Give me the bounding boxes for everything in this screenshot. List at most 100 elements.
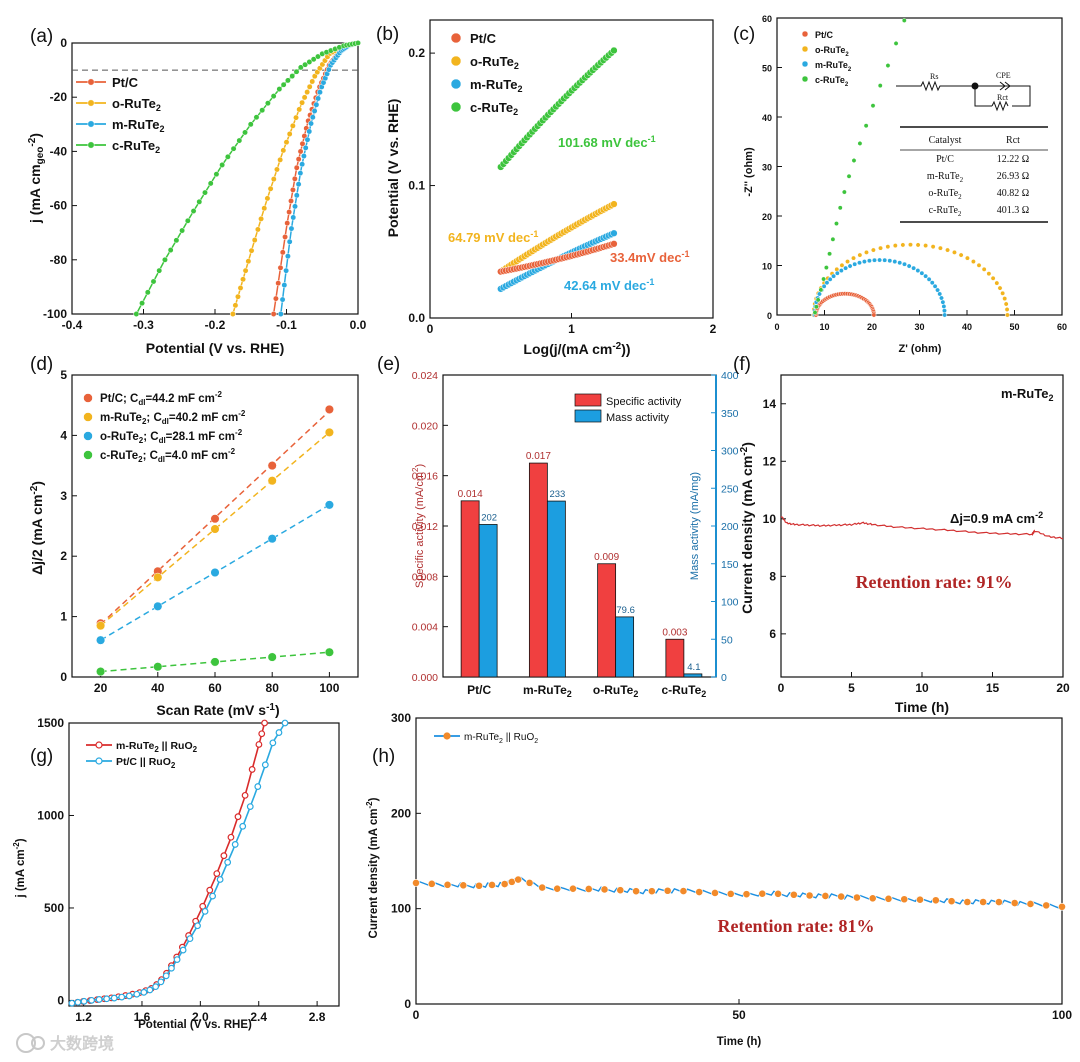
table-cell-rct: 12.22 Ω [997,154,1029,165]
legend-label: m-RuTe2 || RuO2 [116,740,198,754]
stability-point [459,881,468,890]
nyquist-point [902,261,907,267]
panel-label-h: (h) [372,746,395,767]
series-point [316,89,323,96]
y2-tick-label: 200 [721,521,739,533]
stability-point [584,885,593,893]
nyquist-point [813,304,819,310]
nyquist-point [935,287,941,293]
legend-marker [450,55,462,67]
cdl-point [267,652,277,662]
nyquist-point [846,173,852,179]
series-point [295,181,302,188]
x-tick-label: 0 [774,322,779,332]
nyquist-point [857,252,863,258]
x-tick-label: 50 [732,1008,746,1022]
y-tick-label: 1 [60,610,67,624]
polarization-point [68,999,76,1007]
nyquist-point [857,260,862,266]
nyquist-point [824,280,830,286]
y-tick-label: 0.024 [412,370,438,382]
y-tick-label: 1000 [37,808,64,822]
stability-point [821,892,830,900]
x-tick-label: 5 [848,681,855,695]
stability-point [569,884,577,893]
polarization-point [146,986,154,994]
series-point [283,139,290,146]
cdl-point [210,514,220,524]
panel-label-c: (c) [733,24,755,45]
circuit-label-rs: Rs [930,72,938,81]
retention-label: Retention rate: 91% [856,572,1013,592]
stability-point [412,879,420,887]
polarization-point [110,994,118,1002]
legend-label: m-RuTe2; Cdl=40.2 mF cm-2 [100,409,246,426]
cdl-point [96,621,106,631]
x-tick-label: -0.2 [205,318,226,332]
cdl-point [210,567,220,578]
stability-point [774,889,782,898]
nyquist-point [958,252,964,258]
cdl-point [96,667,106,677]
nyquist-point [843,265,849,271]
bar-specific-activity [597,563,617,678]
cdl-point [96,635,106,645]
y2-tick-label: 50 [721,634,733,646]
x-tick-label: 1.2 [75,1010,92,1024]
series-point [299,161,306,168]
y-tick-label: 0 [767,311,772,321]
series-point [309,114,316,121]
stability-point [979,898,988,906]
series-point [293,114,299,121]
series-point [258,215,265,222]
nyquist-point [871,312,877,318]
nyquist-point [830,236,836,242]
legend-label: Specific activity [606,396,682,408]
polarization-point [213,870,221,877]
nyquist-point [939,295,944,301]
series-point [259,107,266,114]
nyquist-point [877,83,883,89]
series-point [277,156,284,163]
cpe-element [999,81,1011,91]
series-point [207,180,214,187]
cdl-point [324,500,334,510]
cdl-point [324,427,334,437]
y-axis-label: Current density (mA cm-2) [739,442,755,614]
bar-value-label: 233 [549,489,565,500]
legend-marker [95,741,103,749]
stability-point [711,889,719,897]
series-point [156,267,163,274]
cdl-point [267,461,277,471]
nyquist-point [929,280,935,286]
stability-point [695,888,704,896]
y-axis-label: Current density (mA cm-2) [365,797,380,938]
polarization-point [125,992,133,1000]
series-point [202,189,208,196]
legend-marker [801,45,809,53]
y-tick-label: 50 [762,64,772,74]
stability-point [475,881,483,890]
series-point [293,192,300,199]
polarization-point [140,988,148,996]
tafel-slope-label: 33.4mV dec-1 [610,249,690,265]
series-point [288,198,294,204]
nyquist-point [818,287,824,293]
nyquist-point [821,283,827,289]
series-point [270,311,277,317]
y-tick-label: 0.008 [412,571,438,583]
x-axis-label: Z' (ohm) [899,343,942,355]
legend-label: o-RuTe2 [470,54,519,71]
x-tick-label: 2.0 [192,1010,209,1024]
y2-axis-label: Mass activity (mA/mg) [689,472,701,580]
series-point [313,101,320,108]
x-tick-label: 0 [778,681,785,695]
nyquist-point [919,270,925,276]
nyquist-point [930,244,936,250]
legend-marker [95,757,103,765]
series-point [279,249,286,256]
series-point [133,311,140,317]
y-tick-label: -20 [50,90,68,104]
y2-tick-label: 350 [721,408,739,420]
cdl-point [210,524,220,534]
